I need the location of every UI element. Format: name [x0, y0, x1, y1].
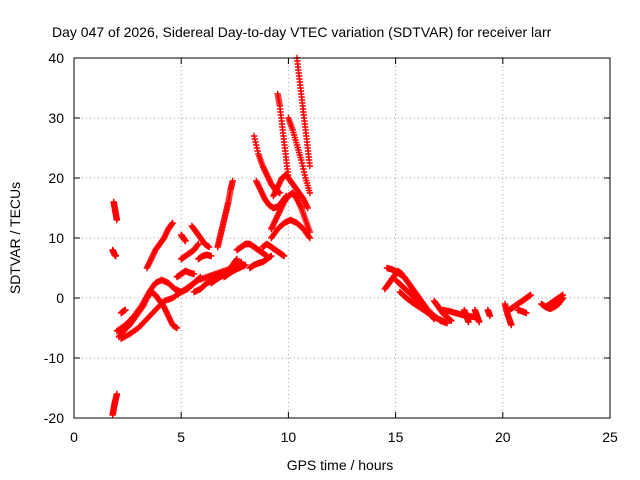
data-point-marker: [182, 237, 189, 245]
data-point-marker: [448, 317, 455, 324]
x-tick-label: 5: [177, 429, 185, 445]
data-point-marker: [476, 318, 483, 326]
data-point-marker: [304, 204, 311, 212]
data-point-marker: [238, 258, 245, 266]
series-arc-8: [178, 231, 189, 245]
series-arc-14: [214, 177, 236, 251]
data-point-marker: [237, 259, 244, 267]
y-tick-label: 40: [48, 50, 64, 66]
series-arc-25: [285, 114, 314, 197]
data-point-marker: [306, 234, 314, 242]
data-point-marker: [300, 168, 308, 176]
grid-lines: [74, 58, 610, 418]
data-point-marker: [508, 321, 515, 329]
y-tick-label: -20: [44, 410, 64, 426]
chart-title: Day 047 of 2026, Sidereal Day-to-day VTE…: [52, 24, 552, 40]
y-tick-label: 0: [56, 290, 64, 306]
y-tick-label: 10: [48, 230, 64, 246]
data-point-marker: [205, 243, 213, 251]
data-point-marker: [280, 252, 288, 260]
axis-ticks: 0 5 10 15 20 25 -20 -10 0 10 20 30 40: [44, 50, 618, 445]
y-axis-label: SDTVAR / TECUs: [7, 182, 23, 294]
x-tick-label: 25: [602, 429, 618, 445]
series-arc-24: [270, 171, 311, 212]
series-arc-7: [178, 240, 202, 263]
x-tick-label: 15: [388, 429, 404, 445]
series-arc-17: [246, 252, 275, 272]
data-point-marker: [229, 177, 236, 185]
data-point-marker: [233, 256, 240, 264]
data-point-marker: [195, 240, 202, 248]
data-point-marker: [441, 318, 449, 326]
data-point-marker: [194, 241, 201, 249]
y-tick-label: 20: [48, 170, 64, 186]
data-point-marker: [301, 171, 309, 179]
series-arc-30: [396, 288, 449, 326]
data-point-marker: [252, 138, 259, 146]
data-point-marker: [190, 270, 198, 278]
y-tick-label: 30: [48, 110, 64, 126]
data-point-marker: [113, 216, 121, 224]
series-arc-6: [143, 219, 176, 272]
data-point-marker: [300, 165, 307, 173]
series-arc-19: [253, 177, 290, 212]
data-point-marker: [465, 318, 472, 326]
data-point-marker: [253, 141, 260, 149]
data-point-marker: [253, 144, 261, 152]
data-point-marker: [173, 324, 181, 332]
series-arc-22: [268, 189, 314, 236]
x-axis-label: GPS time / hours: [287, 457, 394, 473]
data-point-marker: [169, 219, 176, 227]
data-point-marker: [113, 390, 121, 398]
data-point-marker: [122, 306, 129, 314]
series-arc-38: [514, 306, 530, 317]
data-point-marker: [254, 147, 261, 155]
data-point-marker: [208, 252, 215, 260]
data-point-marker: [251, 135, 259, 143]
series-arc-40: [542, 291, 567, 311]
series-arc-20: [259, 240, 288, 260]
data-point-marker: [250, 132, 258, 140]
series-arc-26: [293, 54, 314, 170]
series-arc-1c: [109, 390, 121, 419]
data-point-marker: [299, 162, 306, 170]
data-point-marker: [242, 261, 249, 269]
series-arc-35: [484, 306, 494, 320]
x-tick-label: 10: [281, 429, 297, 445]
data-point-marker: [268, 252, 275, 260]
data-point-marker: [306, 189, 314, 197]
series-arc-21: [274, 90, 292, 182]
data-point-marker: [527, 291, 534, 299]
data-point-marker: [306, 162, 314, 170]
series-arc-9: [188, 222, 213, 251]
series-arc-18: [250, 132, 284, 197]
data-point-marker: [233, 255, 241, 263]
series-arc-11: [195, 251, 215, 263]
y-tick-label: -10: [44, 350, 64, 366]
series-arc-37: [506, 291, 534, 314]
series-arc-1b: [109, 246, 120, 260]
data-point-marker: [523, 309, 530, 317]
data-point-marker: [298, 159, 306, 167]
series-arc-23: [268, 216, 314, 242]
x-tick-label: 0: [70, 429, 78, 445]
data-point-marker: [486, 312, 494, 320]
series-arc-10: [173, 267, 198, 281]
series-arc-1a: [110, 198, 121, 224]
x-tick-label: 20: [495, 429, 511, 445]
series-arc-36: [501, 300, 515, 329]
data-markers: [109, 54, 567, 419]
data-point-marker: [298, 156, 305, 164]
series-arc-16: [233, 240, 271, 260]
data-point-marker: [559, 291, 567, 299]
series-arc-31: [430, 297, 455, 324]
series-arc-4: [117, 306, 129, 317]
series-arc-15: [220, 258, 245, 281]
series-arc-34: [471, 306, 483, 326]
series-arc-33: [461, 306, 472, 326]
data-point-marker: [112, 252, 120, 260]
data-point-marker: [168, 220, 176, 228]
